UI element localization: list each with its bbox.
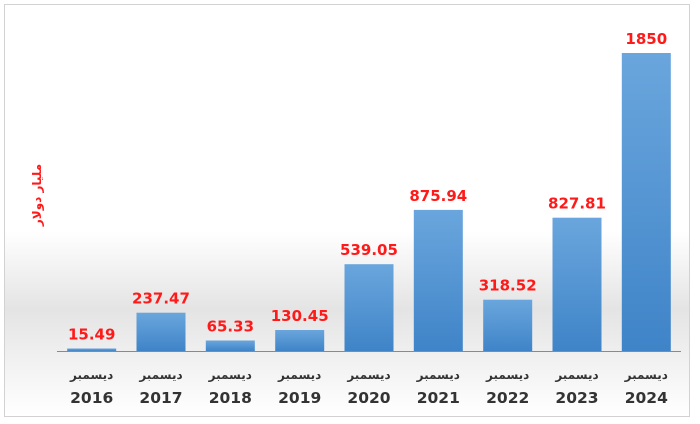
- data-label-2023: 827.81: [548, 195, 606, 213]
- x-tick-month-2018: ديسمبر: [208, 368, 252, 382]
- bar-2022: [483, 299, 533, 351]
- y-axis-label: مليار دولار: [30, 164, 45, 227]
- data-label-2022: 318.52: [479, 277, 537, 295]
- x-tick-year-2019: 2019: [278, 389, 321, 407]
- x-tick-year-2024: 2024: [625, 389, 668, 407]
- x-tick-year-2017: 2017: [139, 389, 182, 407]
- data-label-2017: 237.47: [132, 290, 190, 308]
- data-label-2020: 539.05: [340, 241, 398, 259]
- data-labels-group: 15.49 237.47 65.33 130.45 539.05 875.94 318.52…: [68, 30, 667, 344]
- data-label-2021: 875.94: [409, 187, 467, 205]
- x-axis: ديسمبر 2016 ديسمبر 2017 ديسمبر 2018 ديسمبر 2019…: [57, 351, 681, 407]
- x-tick-year-2023: 2023: [555, 389, 598, 407]
- bar-chart: 15.49 237.47 65.33 130.45 539.05 875.94 318.52…: [30, 30, 681, 407]
- x-tick-month-2021: ديسمبر: [416, 368, 460, 382]
- x-tick-year-2018: 2018: [209, 389, 252, 407]
- data-label-2019: 130.45: [271, 307, 329, 325]
- x-tick-month-2024: ديسمبر: [624, 368, 668, 382]
- data-label-2024: 1850: [625, 30, 667, 48]
- x-tick-year-2020: 2020: [347, 389, 390, 407]
- x-tick-month-2019: ديسمبر: [277, 368, 321, 382]
- bar-2017: [136, 312, 186, 351]
- bar-2019: [275, 330, 325, 351]
- x-tick-month-2023: ديسمبر: [554, 368, 598, 382]
- bar-2024: [621, 53, 671, 351]
- bar-2023: [552, 217, 602, 351]
- x-tick-month-2020: ديسمبر: [346, 368, 390, 382]
- x-tick-month-2022: ديسمبر: [485, 368, 529, 382]
- chart-frame: 15.49 237.47 65.33 130.45 539.05 875.94 318.52…: [4, 4, 690, 417]
- bar-2016: [67, 348, 117, 351]
- x-tick-year-2021: 2021: [417, 389, 460, 407]
- bar-2021: [413, 209, 463, 351]
- x-tick-month-2017: ديسمبر: [138, 368, 182, 382]
- bars-group: [67, 53, 671, 351]
- bar-2020: [344, 264, 394, 351]
- x-tick-month-2016: ديسمبر: [69, 368, 113, 382]
- bar-2018: [205, 340, 255, 351]
- x-tick-year-2022: 2022: [486, 389, 529, 407]
- x-tick-year-2016: 2016: [70, 389, 113, 407]
- data-label-2016: 15.49: [68, 326, 115, 344]
- data-label-2018: 65.33: [207, 318, 254, 336]
